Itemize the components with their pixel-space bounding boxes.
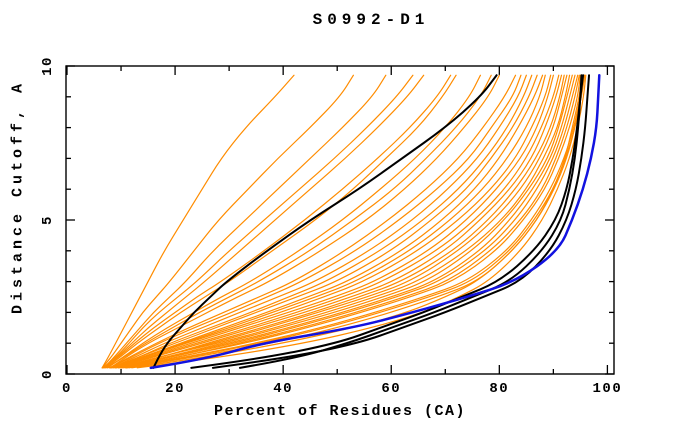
curve-orange [108,74,522,369]
curve-orange [128,74,583,369]
curve-orange [136,74,587,369]
x-tick-label: 0 [62,381,72,397]
curve-black [238,74,583,369]
curve-orange [119,74,565,369]
curve-orange [124,74,580,369]
curve-orange [113,74,552,369]
curve-orange [105,74,492,369]
curve-orange [125,74,585,369]
curve-orange [120,74,579,369]
chart-title: S0992-D1 [312,11,430,29]
y-tick-label: 5 [40,215,56,225]
x-axis-label: Percent of Residues (CA) [213,403,467,420]
x-tick-label: 100 [593,381,623,397]
curve-orange [101,74,295,369]
x-tick-label: 20 [165,381,185,397]
curve-orange [117,74,571,369]
curve-orange [101,74,355,369]
curve-orange [112,74,544,369]
curve-orange [125,74,584,369]
curve-orange [121,74,576,369]
x-tick-label: 80 [489,381,509,397]
curve-orange [110,74,533,369]
curve-orange [112,74,546,369]
curve-orange [109,74,500,369]
curve-black [190,74,585,369]
curve-orange [123,74,581,369]
curve-orange [115,74,554,369]
y-tick-label: 10 [40,56,56,76]
y-tick-label: 0 [40,369,56,379]
curve-orange [104,74,425,369]
curve-orange [116,74,560,369]
curve-orange [106,74,482,369]
curve-orange [102,74,414,369]
curve-orange [112,74,538,369]
curve-orange [117,74,568,369]
curve-orange [109,74,517,369]
curve-orange [105,74,457,369]
curve-black [152,74,498,369]
curve-orange [120,74,573,369]
curve-blue [149,73,601,370]
curve-orange [103,74,387,369]
x-tick-label: 60 [381,381,401,397]
curve-orange [110,74,527,369]
x-tick-label: 40 [273,381,293,397]
curve-orange [103,74,452,369]
curve-orange [115,74,563,369]
